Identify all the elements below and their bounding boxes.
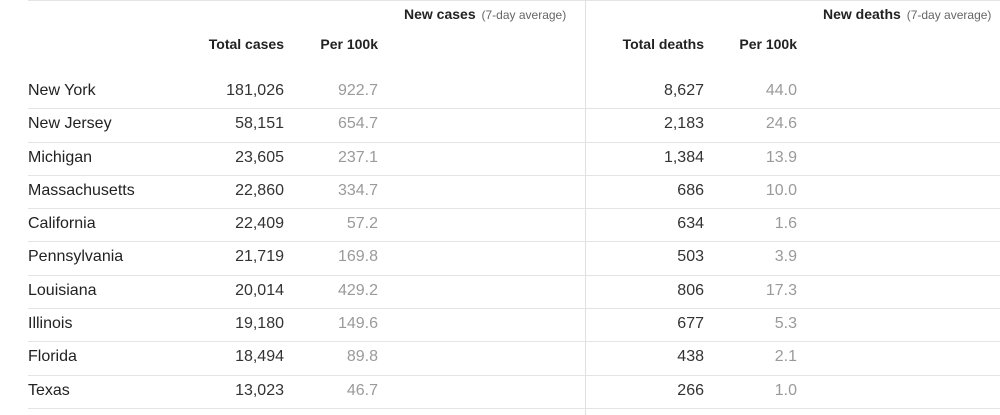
cases-per-100k-value: 46.7 (346, 381, 378, 399)
state-name: Florida (28, 348, 77, 366)
table-row: New Jersey 58,151 654.7 2,183 24.6 (28, 109, 1000, 143)
deaths-per-100k-value: 10.0 (765, 181, 797, 199)
total-deaths-value: 1,384 (663, 148, 704, 166)
new-cases-note: (7-day average) (481, 8, 567, 22)
total-deaths-value: 8,627 (663, 82, 704, 99)
column-header-total-cases[interactable]: Total cases (208, 36, 284, 52)
total-cases-value: 181,026 (226, 82, 284, 99)
deaths-per-100k-value: 3.9 (774, 248, 797, 266)
total-deaths-value: 266 (677, 381, 704, 399)
table-row: Louisiana 20,014 429.2 806 17.3 (28, 276, 1000, 310)
cases-per-100k-value: 429.2 (337, 281, 378, 299)
total-cases-value: 13,023 (235, 381, 284, 399)
deaths-per-100k-value: 24.6 (765, 115, 797, 133)
total-cases-value: 19,180 (235, 315, 284, 333)
table-row: California 22,409 57.2 634 1.6 (28, 209, 1000, 243)
cases-per-100k-value: 57.2 (346, 215, 378, 233)
total-deaths-value: 438 (677, 348, 704, 366)
new-cases-title: New cases (404, 6, 476, 22)
table-row: Texas 13,023 46.7 266 1.0 (28, 376, 1000, 409)
deaths-per-100k-value: 1.0 (774, 381, 797, 399)
total-deaths-value: 686 (677, 181, 704, 199)
deaths-per-100k-value: 17.3 (765, 281, 797, 299)
table-top-rule (28, 0, 1000, 1)
state-name: Illinois (28, 315, 73, 333)
new-cases-section-header: New cases (7-day average) (404, 6, 566, 22)
deaths-per-100k-value: 44.0 (765, 82, 797, 99)
deaths-per-100k-value: 5.3 (774, 315, 797, 333)
state-name: Michigan (28, 148, 93, 166)
column-header-deaths-per-100k[interactable]: Per 100k (739, 36, 797, 52)
table-row: Massachusetts 22,860 334.7 686 10.0 (28, 176, 1000, 210)
table-row: Michigan 23,605 237.1 1,384 13.9 (28, 143, 1000, 176)
new-deaths-section-header: New deaths (7-day average) (823, 6, 991, 22)
total-cases-value: 21,719 (235, 248, 284, 266)
state-name: New Jersey (28, 115, 112, 133)
state-name: Pennsylvania (28, 248, 124, 266)
new-deaths-note: (7-day average) (906, 8, 992, 22)
table-row: Pennsylvania 21,719 169.8 503 3.9 (28, 242, 1000, 276)
cases-per-100k-value: 237.1 (337, 148, 378, 166)
total-deaths-value: 2,183 (663, 115, 704, 133)
column-header-cases-per-100k[interactable]: Per 100k (320, 36, 378, 52)
state-name: Massachusetts (28, 181, 135, 199)
table-row: New York 181,026 922.7 8,627 44.0 (28, 76, 1000, 110)
table-row: Illinois 19,180 149.6 677 5.3 (28, 309, 1000, 343)
state-name: Louisiana (28, 281, 97, 299)
cases-per-100k-value: 654.7 (337, 115, 378, 133)
total-cases-value: 58,151 (235, 115, 284, 133)
total-cases-value: 22,409 (235, 215, 284, 233)
state-name: Texas (28, 381, 70, 399)
deaths-per-100k-value: 2.1 (774, 348, 797, 366)
state-name: California (28, 215, 96, 233)
total-deaths-value: 634 (677, 215, 704, 233)
total-cases-value: 20,014 (235, 281, 284, 299)
total-deaths-value: 806 (677, 281, 704, 299)
total-deaths-value: 677 (677, 315, 704, 333)
total-cases-value: 22,860 (235, 181, 284, 199)
cases-per-100k-value: 149.6 (337, 315, 378, 333)
deaths-per-100k-value: 1.6 (774, 215, 797, 233)
cases-per-100k-value: 922.7 (337, 82, 378, 99)
total-cases-value: 18,494 (235, 348, 284, 366)
section-divider (585, 0, 586, 415)
table-row: Florida 18,494 89.8 438 2.1 (28, 342, 1000, 376)
total-deaths-value: 503 (677, 248, 704, 266)
new-deaths-title: New deaths (823, 6, 901, 22)
column-header-total-deaths[interactable]: Total deaths (622, 36, 704, 52)
table-body: New York 181,026 922.7 8,627 44.0 New Je… (28, 76, 1000, 409)
total-cases-value: 23,605 (235, 148, 284, 166)
state-name: New York (28, 82, 96, 99)
cases-per-100k-value: 89.8 (346, 348, 378, 366)
cases-per-100k-value: 169.8 (337, 248, 378, 266)
deaths-per-100k-value: 13.9 (765, 148, 797, 166)
cases-per-100k-value: 334.7 (337, 181, 378, 199)
